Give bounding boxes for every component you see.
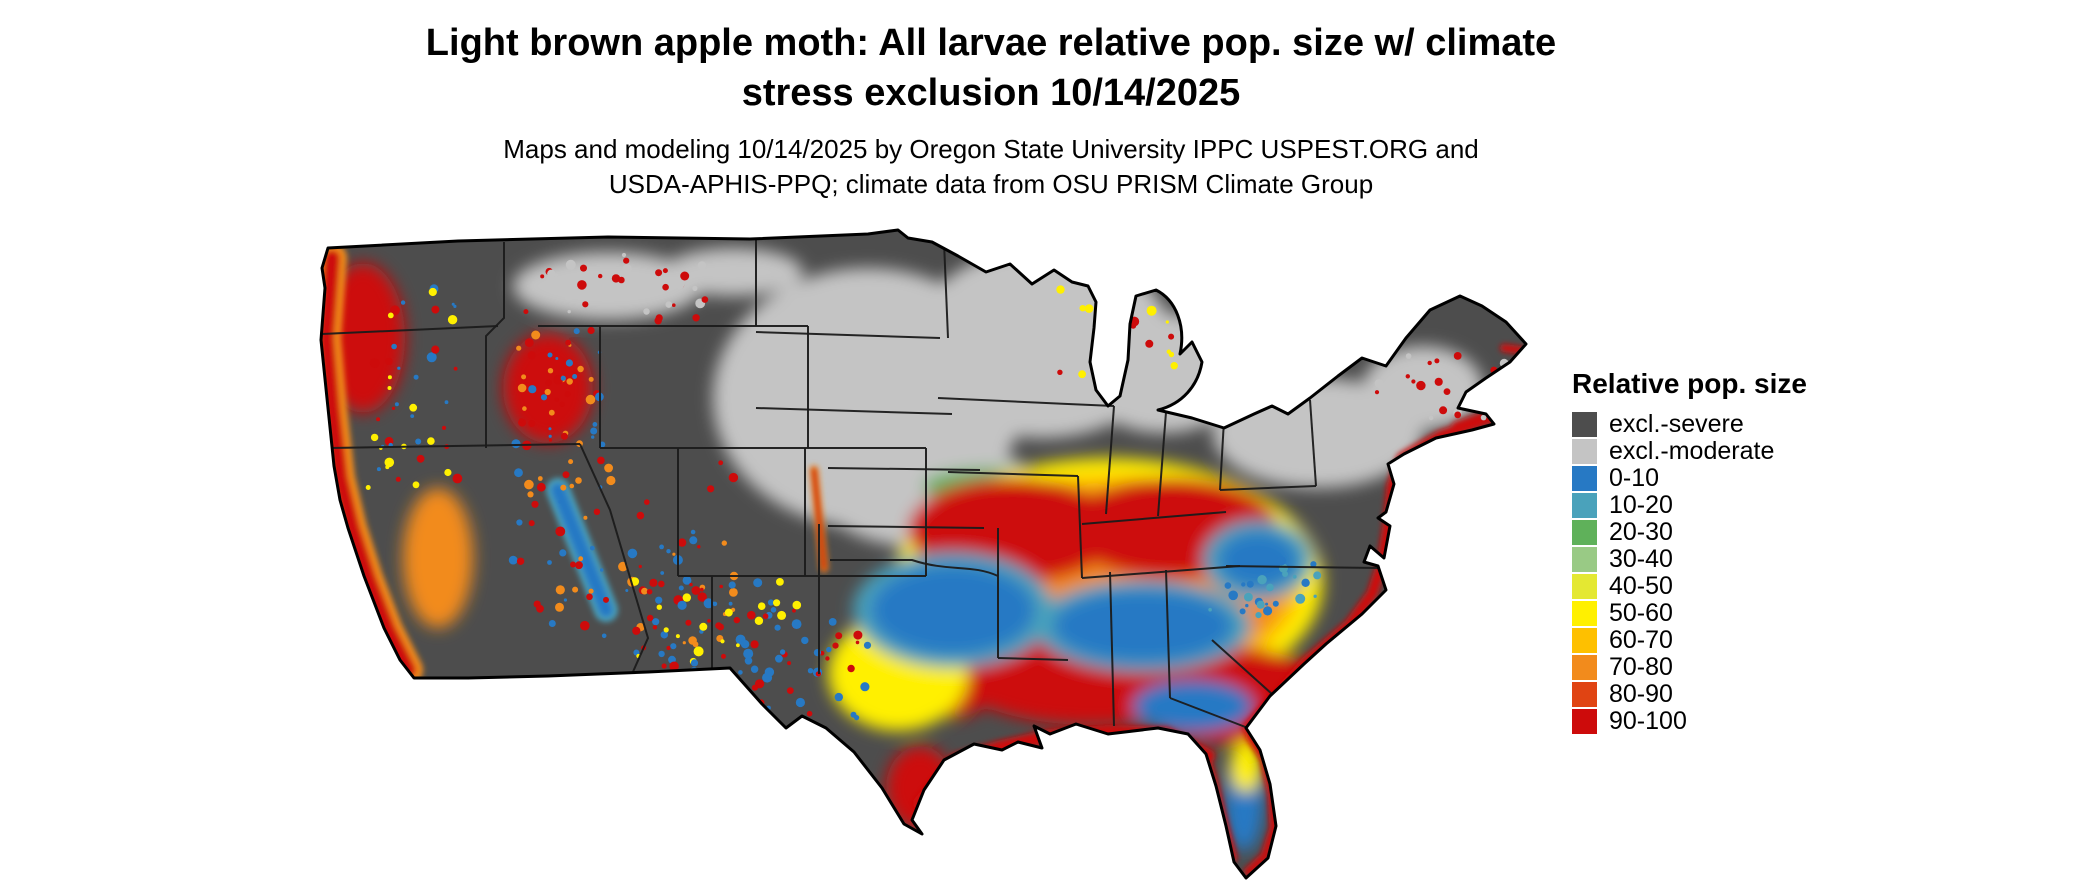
- map-coastal-strips: [321, 243, 1524, 877]
- legend-item: 80-90: [1572, 680, 1902, 708]
- legend-item: 40-50: [1572, 572, 1902, 600]
- legend-item: 10-20: [1572, 491, 1902, 519]
- header: Light brown apple moth: All larvae relat…: [0, 18, 1982, 201]
- map-subtitle-line2: USDA-APHIS-PPQ; climate data from OSU PR…: [608, 168, 1374, 199]
- map-population-blobs: [321, 248, 1483, 852]
- state-borders: [321, 238, 1379, 729]
- map-raster-speckles: [365, 252, 1509, 721]
- legend-label: 50-60: [1609, 599, 1673, 627]
- legend-item: 50-60: [1572, 599, 1902, 627]
- legend-label: 0-10: [1609, 464, 1660, 492]
- legend-item: excl.-moderate: [1572, 437, 1902, 465]
- legend-label: excl.-moderate: [1609, 437, 1775, 465]
- legend-swatch: [1572, 574, 1597, 599]
- legend-swatch: [1572, 709, 1597, 734]
- legend-label: 90-100: [1609, 707, 1687, 735]
- map-subtitle: Maps and modeling 10/14/2025 by Oregon S…: [0, 132, 1982, 201]
- legend-swatch: [1572, 520, 1597, 545]
- legend: Relative pop. size excl.-severe excl.-mod…: [1572, 368, 1902, 736]
- legend-swatch: [1572, 682, 1597, 707]
- map-subtitle-line1: Maps and modeling 10/14/2025 by Oregon S…: [503, 134, 1479, 165]
- legend-swatch: [1572, 493, 1597, 518]
- legend-label: 10-20: [1609, 491, 1673, 519]
- legend-label: 30-40: [1609, 545, 1673, 573]
- legend-label: 80-90: [1609, 680, 1673, 708]
- legend-swatch: [1572, 466, 1597, 491]
- legend-item: 90-100: [1572, 707, 1902, 735]
- legend-item: 30-40: [1572, 545, 1902, 573]
- map-title-line2: stress exclusion 10/14/2025: [741, 72, 1241, 115]
- legend-item: 60-70: [1572, 626, 1902, 654]
- legend-swatch: [1572, 628, 1597, 653]
- legend-item: 20-30: [1572, 518, 1902, 546]
- map-area: [308, 228, 1528, 884]
- legend-label: 60-70: [1609, 626, 1673, 654]
- legend-item: 0-10: [1572, 464, 1902, 492]
- legend-swatch: [1572, 547, 1597, 572]
- map-title: Light brown apple moth: All larvae relat…: [0, 18, 1982, 118]
- legend-label: 20-30: [1609, 518, 1673, 546]
- legend-label: 40-50: [1609, 572, 1673, 600]
- legend-swatch: [1572, 601, 1597, 626]
- us-choropleth-map: [319, 228, 1528, 880]
- legend-items: excl.-severe excl.-moderate 0-10 10-20 20-30…: [1572, 410, 1902, 735]
- legend-title: Relative pop. size: [1572, 368, 1807, 399]
- map-title-line1: Light brown apple moth: All larvae relat…: [425, 22, 1557, 64]
- legend-label: excl.-severe: [1609, 410, 1744, 438]
- legend-swatch: [1572, 655, 1597, 680]
- legend-item: 70-80: [1572, 653, 1902, 681]
- legend-item: excl.-severe: [1572, 410, 1902, 438]
- legend-swatch: [1572, 412, 1597, 437]
- legend-label: 70-80: [1609, 653, 1673, 681]
- legend-swatch: [1572, 439, 1597, 464]
